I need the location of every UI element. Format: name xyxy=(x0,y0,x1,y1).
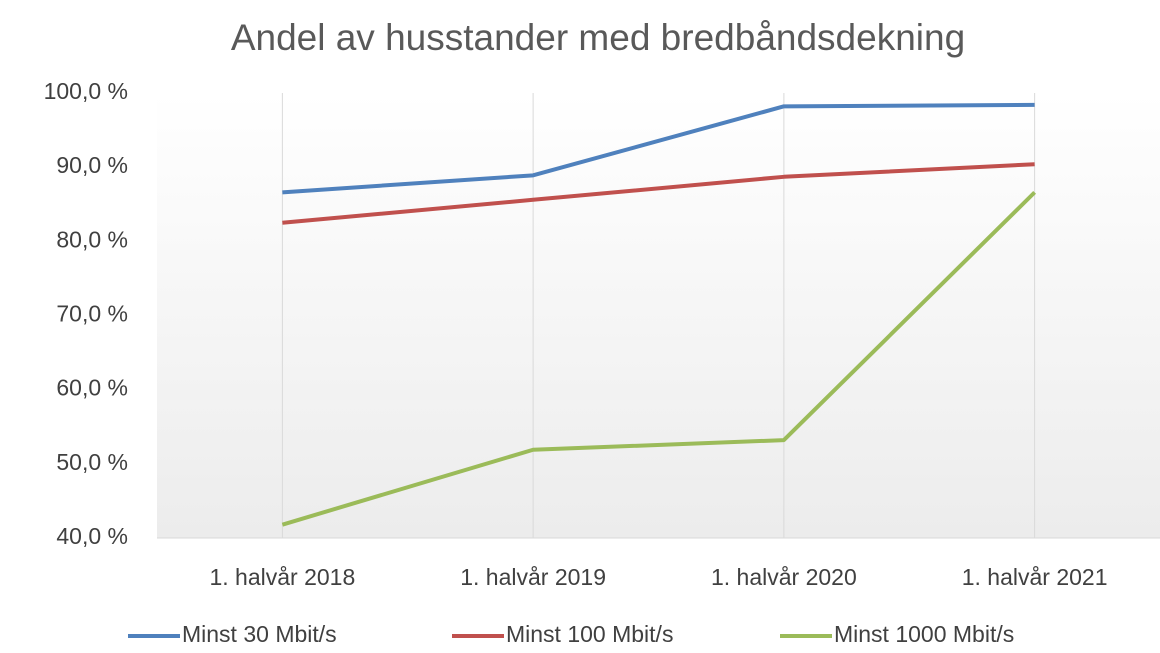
x-tick-label: 1. halvår 2021 xyxy=(962,564,1108,590)
legend-label: Minst 30 Mbit/s xyxy=(182,621,337,647)
y-tick-label: 100,0 % xyxy=(44,78,128,104)
series-line xyxy=(282,102,1035,195)
y-tick-label: 90,0 % xyxy=(56,152,128,178)
legend-label: Minst 1000 Mbit/s xyxy=(834,621,1014,647)
y-tick-label: 80,0 % xyxy=(56,226,128,252)
series-line xyxy=(282,162,1035,225)
x-tick-label: 1. halvår 2018 xyxy=(209,564,355,590)
y-tick-label: 60,0 % xyxy=(56,375,128,401)
x-tick-label: 1. halvår 2020 xyxy=(711,564,857,590)
y-tick-label: 70,0 % xyxy=(56,301,128,327)
y-tick-label: 40,0 % xyxy=(56,523,128,549)
plot-area xyxy=(157,93,1160,538)
chart-title: Andel av husstander med bredbåndsdekning xyxy=(231,17,965,58)
legend-label: Minst 100 Mbit/s xyxy=(506,621,673,647)
x-tick-label: 1. halvår 2019 xyxy=(460,564,606,590)
y-tick-label: 50,0 % xyxy=(56,449,128,475)
series-line xyxy=(281,190,1037,527)
